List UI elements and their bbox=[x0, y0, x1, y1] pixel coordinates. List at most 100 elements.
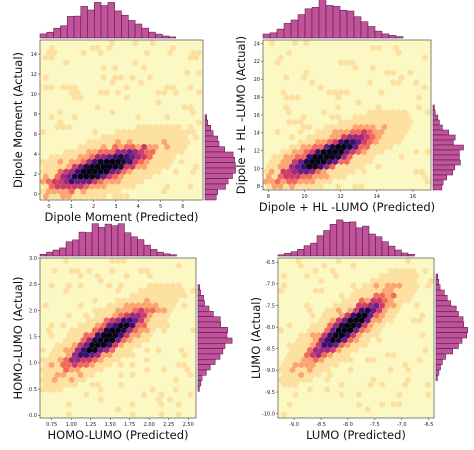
hexbin-cell bbox=[378, 118, 385, 126]
hexbin-cell bbox=[408, 292, 414, 299]
hexbin-cell bbox=[370, 327, 377, 334]
hexbin-cell bbox=[129, 331, 136, 339]
y-tick-label: 24 bbox=[254, 41, 260, 47]
hexbin-cell bbox=[390, 351, 397, 359]
hexbin-cell bbox=[48, 193, 55, 200]
hexbin-cell bbox=[333, 341, 339, 349]
hexbin-cell bbox=[89, 351, 95, 359]
hexbin-cell bbox=[135, 302, 142, 309]
hexbin-cell bbox=[289, 133, 295, 141]
hexbin-cell bbox=[66, 183, 72, 190]
hexbin-cell bbox=[295, 257, 302, 265]
hexbin-cell bbox=[350, 302, 356, 309]
hexbin-cell bbox=[132, 128, 139, 136]
hexbin-cell bbox=[289, 346, 296, 354]
hexbin-cell bbox=[326, 168, 333, 175]
x-tick-label: -7.5 bbox=[370, 422, 380, 428]
hexbin-cell bbox=[112, 331, 118, 339]
hexbin-cell bbox=[43, 193, 49, 200]
hexbin-cell bbox=[401, 109, 408, 116]
hexbin-cell bbox=[100, 193, 107, 200]
hexbin-cell bbox=[123, 133, 130, 141]
x-histogram-bar bbox=[59, 247, 67, 257]
hexbin-cell bbox=[306, 173, 313, 180]
y-histogram-bar bbox=[432, 139, 454, 146]
hexbin-cell bbox=[147, 143, 153, 151]
hexbin-cell bbox=[69, 188, 75, 195]
x-histogram-bar bbox=[73, 15, 82, 39]
hexbin-cell bbox=[141, 302, 147, 309]
hexbin-cell bbox=[170, 84, 176, 91]
hexbin-cell bbox=[283, 376, 290, 384]
hexbin-cell bbox=[297, 168, 304, 175]
hexbin-cell bbox=[294, 153, 301, 161]
hexbin-cell bbox=[86, 188, 93, 195]
hexbin-cell bbox=[332, 128, 339, 136]
hexbin-cell bbox=[115, 168, 121, 175]
hexbin-cell bbox=[338, 312, 345, 319]
hexbin-cell bbox=[141, 123, 147, 131]
hexbin-cell bbox=[95, 183, 101, 190]
hexbin-cell bbox=[86, 366, 93, 374]
hexbin-cell bbox=[106, 143, 113, 151]
hexbin-cell bbox=[370, 153, 376, 161]
hexbin-cell bbox=[355, 128, 362, 136]
hexbin-cell bbox=[379, 302, 385, 309]
hexbin-cell bbox=[118, 173, 124, 180]
hexbin-cell bbox=[416, 317, 423, 324]
y-histogram-bar bbox=[435, 284, 441, 291]
y-histogram-bar bbox=[432, 104, 435, 111]
hexbin-cell bbox=[71, 183, 78, 190]
hexbin-cell bbox=[40, 128, 46, 136]
hexbin-cell bbox=[138, 297, 144, 304]
hexbin-cell bbox=[106, 351, 113, 359]
hexbin-cell bbox=[356, 292, 362, 299]
hexbin-cell bbox=[341, 143, 347, 151]
hexbin-cell bbox=[335, 336, 342, 344]
hexbin-cell bbox=[123, 322, 130, 329]
hexbin-cell bbox=[399, 277, 406, 285]
hexbin-cell bbox=[144, 307, 150, 314]
hexbin-cell bbox=[118, 163, 124, 171]
hexbin-cell bbox=[161, 188, 168, 195]
hexbin-cell bbox=[330, 267, 336, 275]
x-histogram-bar bbox=[104, 223, 112, 257]
hexbin-cell bbox=[92, 307, 98, 314]
hexbin-cell bbox=[106, 341, 113, 349]
hexbin-cell bbox=[312, 267, 319, 275]
hexbin-cell bbox=[129, 74, 136, 81]
hexbin-cell bbox=[294, 173, 301, 180]
hexbin-cell bbox=[292, 361, 299, 369]
hexbin-cell bbox=[97, 158, 104, 166]
x-tick-label: 4 bbox=[137, 204, 140, 210]
hexbin-cell bbox=[329, 114, 336, 121]
hexbin-cell bbox=[399, 267, 406, 275]
hexbin-cell bbox=[341, 346, 348, 354]
hexbin-cell bbox=[341, 327, 348, 334]
y-histogram-bar bbox=[432, 174, 447, 181]
hexbin-cell bbox=[126, 307, 133, 314]
hexbin-cell bbox=[173, 148, 179, 156]
hexbin-cell bbox=[40, 346, 46, 354]
hexbin-cell bbox=[103, 317, 110, 324]
hexbin-cell bbox=[45, 188, 52, 195]
hexbin-cell bbox=[112, 193, 118, 200]
hexbin-cell bbox=[399, 287, 406, 294]
hexbin-cell bbox=[69, 356, 75, 364]
hexbin-cell bbox=[330, 307, 336, 314]
hexbin-cell bbox=[71, 351, 78, 359]
hexbin-cell bbox=[381, 114, 388, 121]
hexbin-cell bbox=[335, 94, 341, 101]
hexbin-cell bbox=[379, 272, 385, 280]
hexbin-cell bbox=[286, 168, 292, 175]
hexbin-cell bbox=[295, 356, 302, 364]
hexbin-cell bbox=[170, 133, 176, 141]
y-histogram-bar bbox=[197, 364, 211, 371]
hexbin-cell bbox=[352, 133, 359, 141]
hexbin-cell bbox=[335, 346, 342, 354]
hexbin-cell bbox=[364, 327, 371, 334]
hexbin-cell bbox=[97, 327, 104, 334]
hexbin-cell bbox=[370, 297, 377, 304]
hexbin-cell bbox=[141, 322, 147, 329]
hexbin-cell bbox=[158, 123, 165, 131]
